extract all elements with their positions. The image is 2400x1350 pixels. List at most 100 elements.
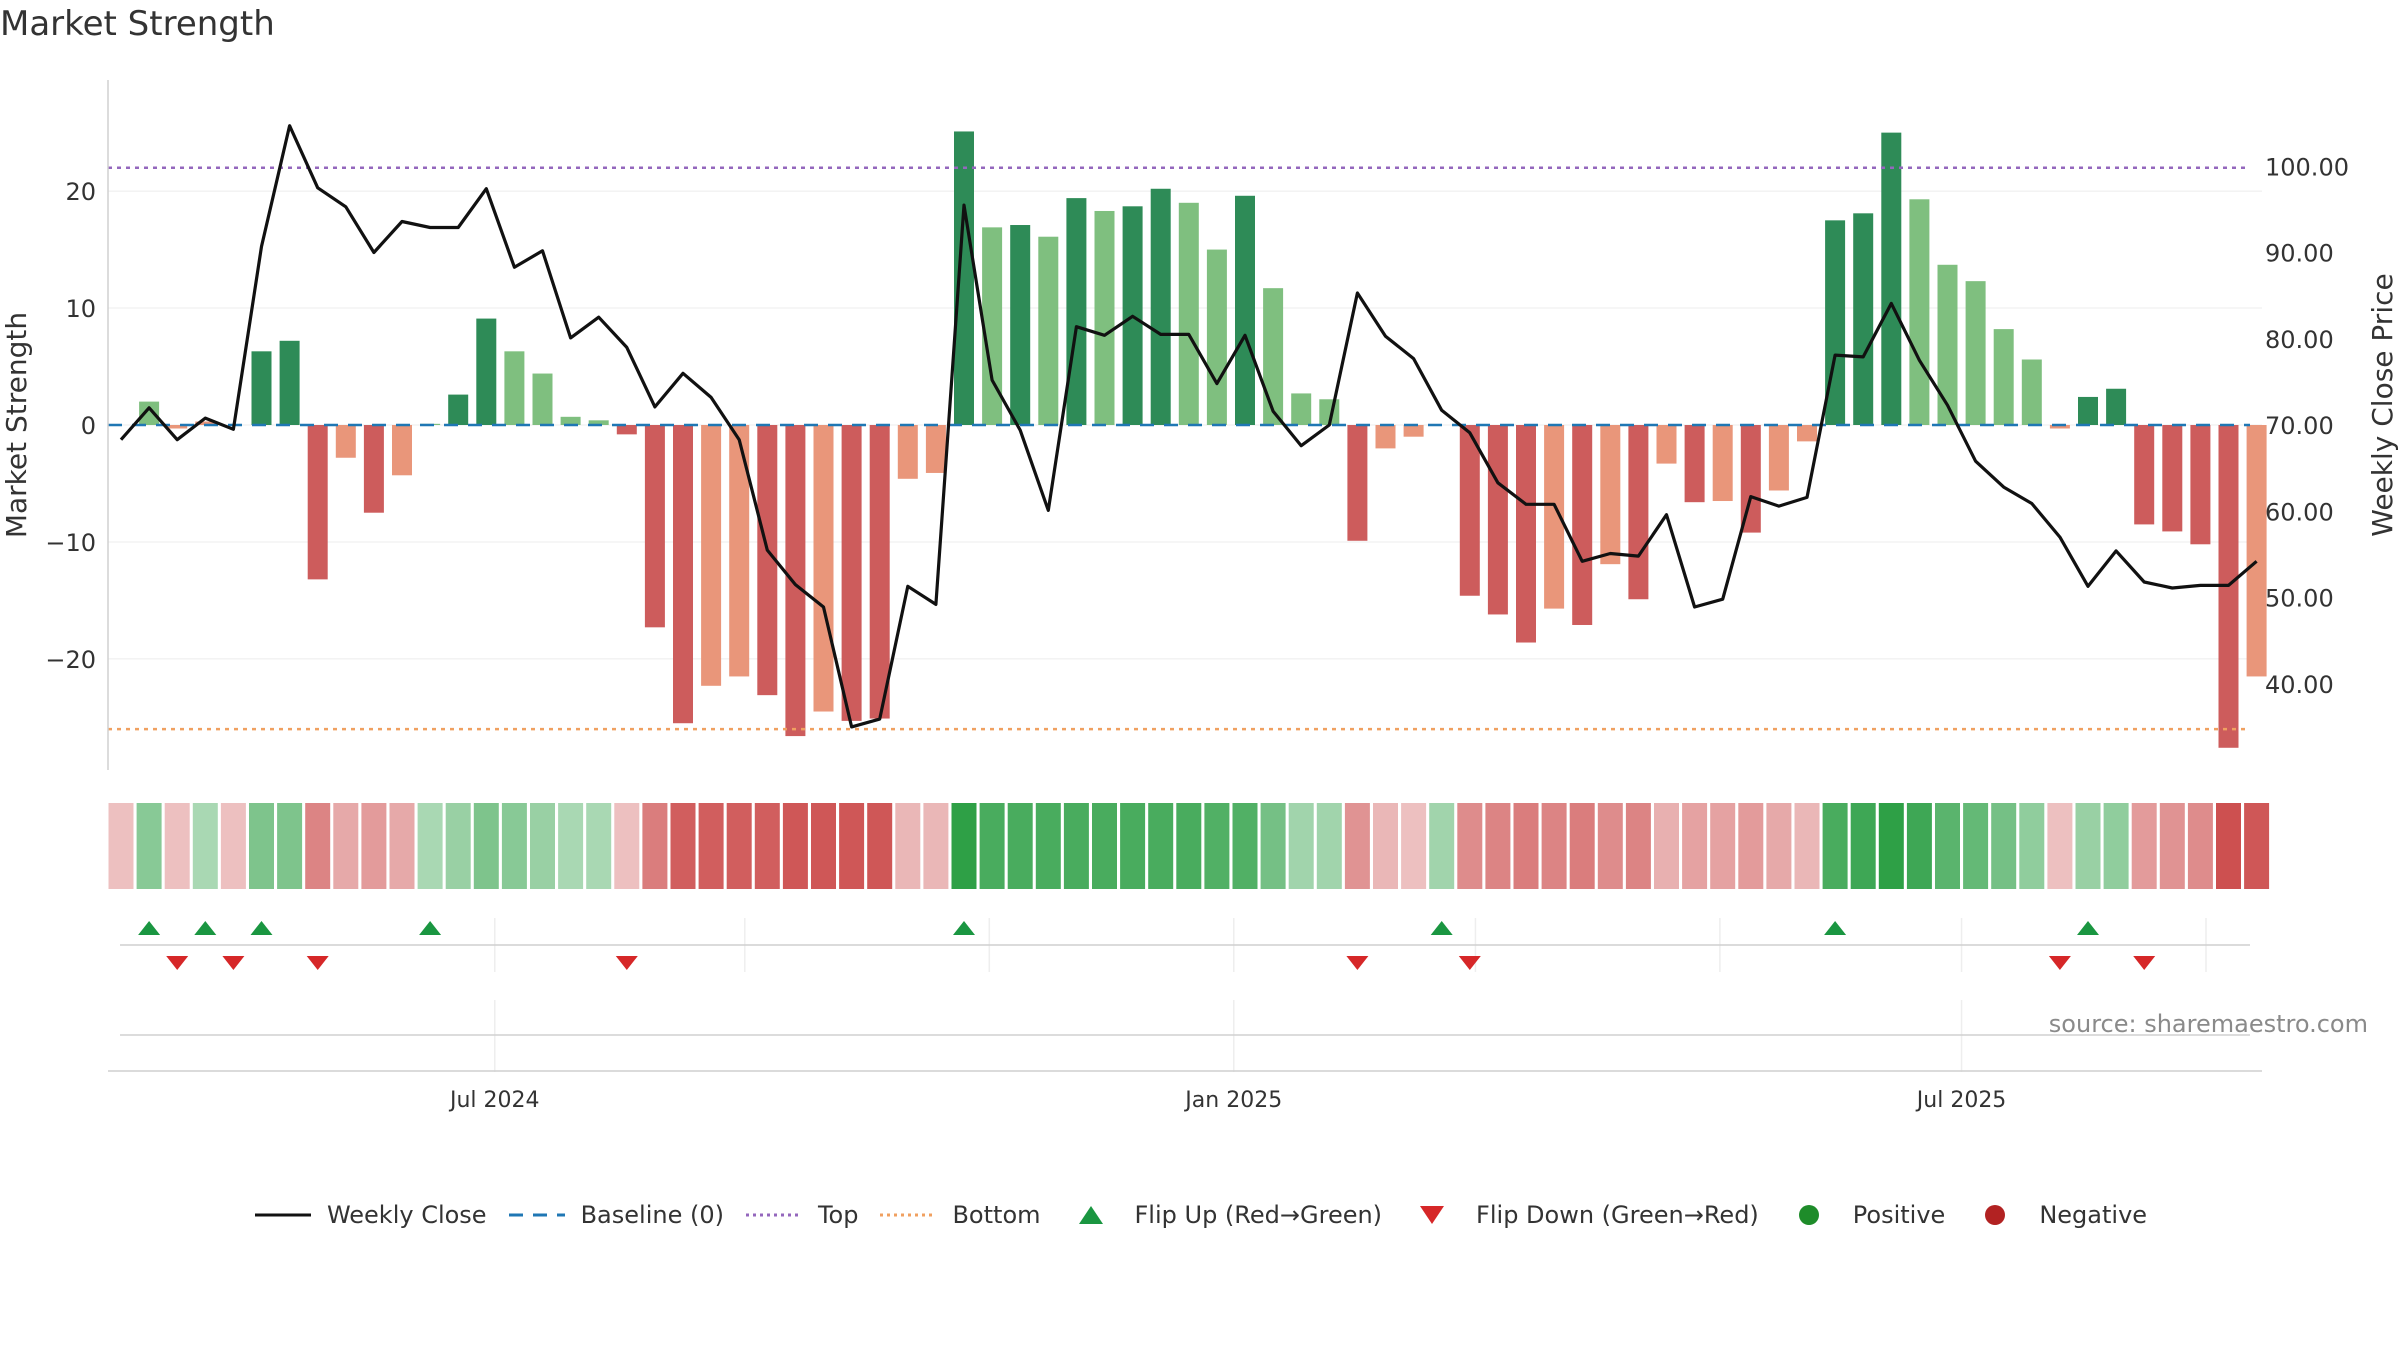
strength-bar [2246,425,2267,677]
strength-bar [1909,199,1930,425]
strength-bar [1178,202,1199,425]
strength-bar [1853,213,1874,425]
strength-bar [757,425,778,696]
legend-item-flip-up: Flip Up (Red→Green) [1061,1200,1382,1230]
strength-bar [1797,425,1817,442]
heat-cell [1541,803,1567,889]
heat-cell [811,803,836,889]
legend-label: Baseline (0) [580,1201,724,1229]
flip-up-marker [194,921,217,935]
heat-cell [305,803,331,889]
weekly-close-line [119,124,2258,729]
heat-cell [1766,803,1792,889]
heat-strip [108,803,2270,889]
heat-cell [923,803,949,889]
circle-red-icon [1965,1200,2025,1230]
heat-cell [361,803,387,889]
heat-cell [586,803,612,889]
strength-bar [954,131,974,425]
heat-cell [895,803,921,889]
heat-cell [1682,803,1708,889]
x-tick-label: Jul 2024 [448,1088,540,1113]
heat-cell [530,803,555,889]
strength-bar [392,425,412,476]
strength-bar [476,318,497,425]
legend-item-baseline: Baseline (0) [507,1200,724,1230]
strength-bar [1684,425,1705,503]
strength-bar [279,340,300,425]
strength-bar [1010,225,1031,425]
heat-cell [2103,803,2129,889]
heat-cell [867,803,893,889]
heat-cell [1822,803,1848,889]
strength-bar [1740,425,1761,533]
heat-cell [1035,803,1061,889]
strength-bar [2134,425,2155,525]
heat-cell [2187,803,2213,889]
strength-bar [1235,195,1255,425]
circle-green-icon [1779,1200,1839,1230]
strength-bar [1937,264,1958,425]
legend-item-weekly-close: Weekly Close [253,1200,487,1230]
heat-cell [754,803,780,889]
strength-bar [729,425,750,677]
legend-label: Positive [1852,1201,1946,1229]
legend-item-positive: Positive [1779,1200,1946,1230]
strength-bar [644,425,665,628]
heat-cell [1176,803,1202,889]
axes: 20 10 0 −10 −20 100.00 90.00 80.00 70.00 60.00 50.… [0,80,2399,770]
strength-bar [841,425,862,721]
strength-bar [1600,425,1621,565]
heat-cell [192,803,218,889]
heat-cell [445,803,471,889]
y-tick-label: −10 [45,529,96,557]
flip-down-marker [166,956,189,970]
heat-cell [1288,803,1314,889]
heat-cell [1935,803,1960,889]
heat-cell [2131,803,2157,889]
strength-bar [195,421,216,425]
legend-label: Negative [2039,1201,2148,1229]
heat-cell [277,803,303,889]
strength-bar [1712,425,1733,502]
strength-bar [1263,288,1284,425]
y2-tick-label: 50.00 [2265,585,2334,613]
legend-label: Top [817,1201,859,1229]
flip-down-marker [2048,956,2071,970]
signal-panel [120,918,2250,972]
heat-cell [1485,803,1511,889]
strength-bar [701,425,722,686]
strength-bar [1347,425,1368,541]
dotted-line-icon [878,1200,938,1230]
heat-cell [108,803,134,889]
heat-cell [1991,803,2017,889]
y2-tick-label: 70.00 [2265,412,2334,440]
legend-label: Weekly Close [326,1201,487,1229]
y2-tick-label: 100.00 [2265,153,2349,181]
strength-bar [167,425,188,429]
strength-bar [1628,425,1649,600]
heat-cell [839,803,865,889]
heat-cell [1906,803,1932,889]
heat-cell [1344,803,1370,889]
heat-cell [501,803,527,889]
strength-bar [1403,425,1424,437]
y2-axis-title: Weekly Close Price [2366,273,2399,536]
heat-cell [1120,803,1146,889]
flip-down-marker [306,956,329,970]
dashed-line-icon [507,1200,567,1230]
triangle-down-icon [1402,1200,1462,1230]
strength-bar [982,227,1003,425]
flip-down-marker [1458,956,1481,970]
heat-cell [249,803,274,889]
y-tick-label: 20 [65,178,96,206]
y-tick-label: 10 [65,295,96,323]
strength-bar [139,401,160,425]
heat-cell [1597,803,1623,889]
strength-bar [1487,425,1508,615]
strength-bar [307,425,328,580]
flip-down-marker [222,956,245,970]
heat-cell [782,803,808,889]
strength-bar [448,394,469,425]
